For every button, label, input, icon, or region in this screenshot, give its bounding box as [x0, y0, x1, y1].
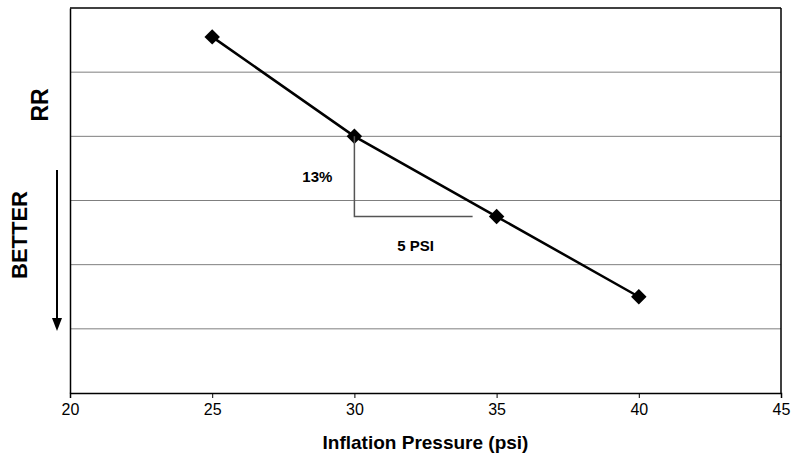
grid: [70, 72, 781, 329]
bracket-line: [354, 136, 472, 216]
x-tick-mark: [354, 393, 355, 398]
data: [204, 29, 646, 304]
x-tick: 20: [62, 393, 80, 418]
grid-line: [70, 200, 781, 201]
marker: [489, 209, 504, 224]
x-axis-line: [71, 394, 782, 399]
y-axis: [70, 9, 72, 394]
x-tick-mark: [70, 393, 71, 398]
grid-line: [70, 72, 781, 73]
x-tick: 40: [630, 393, 648, 418]
annotation: 13%: [302, 168, 332, 185]
better-arrow: [52, 170, 62, 331]
x-tick-label: 35: [488, 401, 506, 418]
line: [212, 37, 639, 297]
x-axis-title: Inflation Pressure (psi): [323, 432, 529, 453]
arrow-shaft: [56, 170, 58, 320]
x-tick: 30: [346, 393, 364, 418]
grid-line: [70, 328, 781, 329]
y-axis-title: RR: [27, 88, 53, 122]
plot: 20 25 30 35 40 45 13% 5 PSI: [62, 8, 791, 418]
annotation: 5 PSI: [397, 237, 434, 254]
x-axis: 20 25 30 35 40 45: [62, 393, 791, 418]
grid-line: [70, 136, 781, 137]
x-tick-label: 30: [346, 401, 364, 418]
y-axis-line: [70, 9, 72, 394]
x-tick-mark: [639, 393, 640, 398]
chart: 20 25 30 35 40 45 13% 5 PSI Inflation Pressure (…: [0, 0, 800, 461]
grid-line: [70, 264, 781, 265]
slope-bracket: [354, 136, 472, 216]
marker: [204, 29, 219, 44]
annotation: BETTER: [7, 191, 32, 279]
x-tick-mark: [497, 393, 498, 398]
x-tick-label: 25: [204, 401, 222, 418]
arrow-head: [52, 318, 62, 331]
x-tick-mark: [212, 393, 213, 398]
x-tick: 25: [204, 393, 222, 418]
frame: [780, 8, 782, 393]
x-tick: 35: [488, 393, 506, 418]
x-tick-label: 20: [62, 401, 80, 418]
x-tick-label: 45: [773, 401, 791, 418]
frame: [70, 7, 781, 9]
x-tick: 45: [773, 393, 791, 418]
x-tick-label: 40: [630, 401, 648, 418]
x-tick-mark: [781, 393, 782, 398]
marker: [631, 289, 646, 304]
